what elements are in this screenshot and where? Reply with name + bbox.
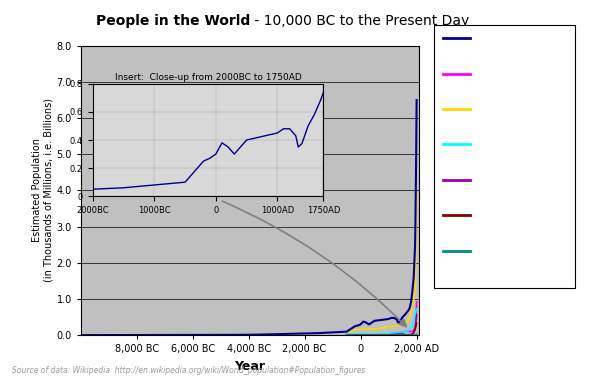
Y-axis label: Estimated Population
(in Thousands of Millions, i.e. Billions): Estimated Population (in Thousands of Mi…: [32, 99, 54, 282]
Text: Northern America: Northern America: [474, 210, 567, 220]
Title: Insert:  Close-up from 2000BC to 1750AD: Insert: Close-up from 2000BC to 1750AD: [115, 73, 301, 82]
Text: Latin America: Latin America: [474, 175, 547, 185]
X-axis label: Year: Year: [235, 360, 265, 373]
Text: People in the World: People in the World: [96, 14, 250, 28]
Text: - 10,000 BC to the Present Day: - 10,000 BC to the Present Day: [250, 14, 470, 28]
Text: Source of data: Wikipedia  http://en.wikipedia.org/wiki/World_population#Populat: Source of data: Wikipedia http://en.wiki…: [12, 366, 365, 375]
Text: Asia: Asia: [474, 104, 497, 114]
Text: World: World: [474, 33, 504, 43]
Text: Oceania: Oceania: [474, 246, 517, 256]
Text: Africa: Africa: [474, 69, 504, 78]
Text: Europe: Europe: [474, 139, 511, 149]
